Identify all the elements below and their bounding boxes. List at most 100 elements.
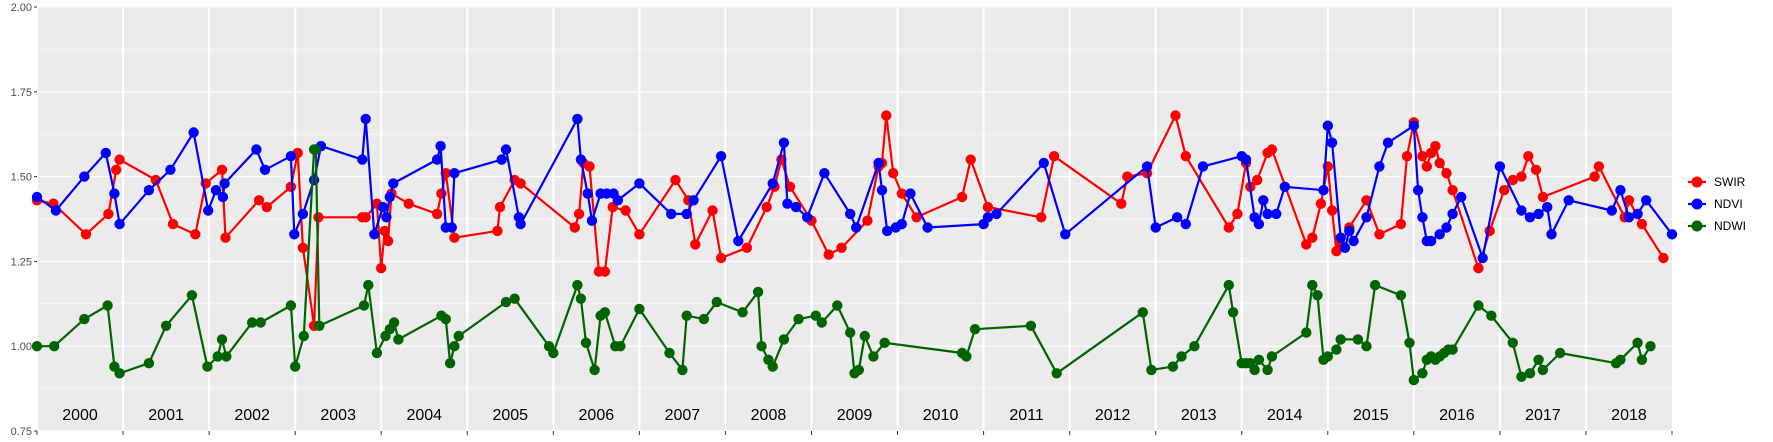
ndwi-point	[1645, 341, 1656, 352]
year-label: 2018	[1611, 407, 1647, 424]
series-ndvi	[31, 113, 1678, 264]
ndwi-point	[363, 279, 374, 291]
ndwi-point	[1636, 354, 1648, 365]
x-axis: 2000 2001 2002 2003 2004 2005 2006 2007 2008 2009…	[36, 407, 1673, 435]
ndvi-point	[1339, 242, 1351, 253]
ndwi-point	[212, 351, 223, 362]
ndwi-point	[1335, 334, 1346, 345]
ndwi-point	[1025, 320, 1037, 331]
ndwi-point	[500, 296, 512, 308]
ndwi-point	[969, 324, 981, 335]
swir-point	[1421, 161, 1433, 172]
y-tick-label: 1.75	[11, 87, 32, 99]
year-label: 2014	[1267, 407, 1303, 424]
ndvi-point	[1412, 185, 1424, 196]
legend-label: NDVI	[1714, 197, 1743, 211]
ndvi-point	[210, 185, 222, 196]
ndvi-point	[515, 218, 526, 230]
swir-point	[285, 181, 297, 192]
ndwi-point	[681, 310, 692, 321]
ndvi-point	[1318, 185, 1329, 196]
swir-point	[1499, 185, 1510, 196]
ndvi-point	[767, 178, 778, 189]
ndwi-point	[778, 334, 790, 345]
swir-point	[492, 225, 503, 237]
swir-point	[494, 201, 506, 213]
ndwi-point	[859, 330, 870, 342]
ndvi-point	[905, 188, 916, 199]
ndwi-point	[711, 296, 722, 308]
ndwi-point	[832, 300, 843, 311]
swir-point	[1484, 225, 1495, 237]
ndvi-point	[1632, 208, 1643, 220]
ndvi-point	[297, 208, 309, 220]
year-label: 2005	[492, 407, 528, 424]
ndwi-point	[1331, 344, 1342, 355]
ndwi-point	[31, 341, 43, 352]
swir-point	[1232, 208, 1243, 220]
swir-point	[1374, 229, 1385, 240]
ndwi-point	[1473, 300, 1484, 311]
ndwi-point	[845, 327, 856, 338]
ndvi-point	[575, 154, 587, 165]
swir-point	[382, 235, 394, 247]
swir-point	[190, 229, 201, 240]
ndvi-point	[586, 215, 598, 226]
ndvi-point	[1326, 137, 1338, 148]
ndwi-point	[255, 317, 266, 328]
swir-point	[253, 195, 265, 206]
ndvi-point	[100, 147, 112, 159]
swir-point	[982, 201, 994, 213]
ndwi-point	[879, 337, 890, 348]
ndvi-point	[845, 208, 856, 220]
swir-point	[431, 208, 443, 220]
ndvi-point	[1494, 161, 1506, 172]
ndvi-point	[1441, 222, 1452, 233]
ndwi-point	[816, 317, 827, 328]
ndwi-point	[615, 341, 626, 352]
series-layer	[31, 110, 1678, 386]
year-label: 2010	[923, 407, 959, 424]
year-label: 2003	[320, 407, 356, 424]
ndvi-point	[1262, 208, 1273, 220]
ndvi-point	[1546, 229, 1557, 240]
ndvi-point	[449, 168, 460, 179]
year-label: 2016	[1439, 407, 1475, 424]
ndwi-point	[298, 330, 309, 342]
ndvi-point	[1408, 120, 1420, 131]
ndvi-point	[1456, 191, 1467, 203]
swir-point	[297, 242, 309, 253]
swir-point	[1623, 195, 1635, 206]
ndvi-point	[165, 164, 176, 175]
legend-label: NDWI	[1714, 219, 1746, 233]
ndwi-point	[1632, 337, 1643, 348]
legend-label: SWIR	[1714, 175, 1746, 189]
year-label: 2004	[406, 407, 442, 424]
swir-point	[1315, 198, 1327, 209]
year-label: 2017	[1525, 407, 1561, 424]
ndvi-point	[1382, 137, 1394, 148]
ndwi-point	[143, 358, 155, 369]
swir-point	[881, 110, 892, 121]
ndwi-point	[1249, 364, 1260, 376]
ndwi-point	[1361, 341, 1372, 352]
ndvi-point	[922, 222, 933, 233]
swir-point	[965, 154, 976, 165]
swir-point	[911, 212, 922, 223]
ndwi-point	[1524, 368, 1536, 379]
ndvi-point	[1335, 232, 1346, 243]
swir-point	[376, 263, 387, 274]
ndvi-point	[1533, 208, 1544, 220]
ndvi-point	[1563, 195, 1574, 206]
ndvi-point	[1425, 235, 1437, 247]
ndvi-point	[357, 154, 368, 165]
ndwi-point	[767, 361, 778, 372]
ndvi-point	[217, 191, 229, 203]
ndwi-point	[599, 307, 611, 318]
ndvi-point	[790, 201, 802, 213]
swir-point	[1122, 171, 1133, 182]
swir-point	[103, 208, 114, 220]
swir-point	[216, 164, 228, 175]
ndvi-point	[446, 222, 457, 233]
ndvi-point	[1180, 218, 1192, 230]
